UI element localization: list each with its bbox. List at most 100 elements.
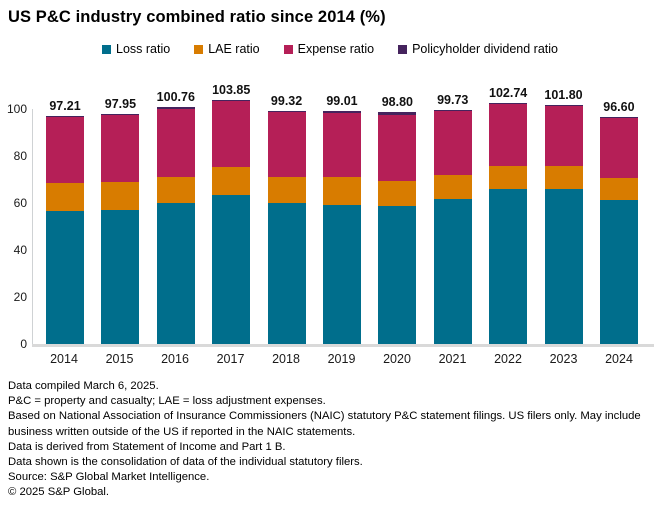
- bar-stack-2014: [46, 115, 84, 344]
- bar-segment-dividend-2014: [46, 115, 84, 118]
- x-axis-labels: 2014 2015 2016 2017 2018 2019 2020 2021 2022 2023…: [32, 352, 654, 366]
- bar-segment-expense-2024: [599, 118, 638, 179]
- bar-segment-expense-2019: [322, 112, 361, 177]
- bar-segment-lae-2014: [46, 182, 84, 211]
- bar-segment-lae-2021: [433, 175, 472, 199]
- bar-stack-2015: [101, 113, 140, 344]
- bar-segment-loss-2017: [212, 195, 251, 344]
- x-axis-line: [32, 344, 654, 347]
- legend-label-expense: Expense ratio: [297, 42, 375, 56]
- y-tick-label-80: 80: [13, 149, 27, 163]
- bar-value-label-2018: 99.32: [270, 93, 303, 108]
- chart-footnotes: Data compiled March 6, 2025. P&C = proper…: [8, 379, 652, 501]
- footnote-line-2: P&C = property and casualty; LAE = loss …: [8, 395, 326, 408]
- x-tick-label-2024: 2024: [605, 352, 633, 366]
- bar-segment-dividend-2020: [378, 111, 417, 116]
- legend-item-dividend: Policyholder dividend ratio: [398, 42, 558, 56]
- x-tick-label-2016: 2016: [161, 352, 189, 366]
- y-tick-label-40: 40: [13, 243, 27, 257]
- bar-column-2021: 99.73: [433, 92, 472, 344]
- plot-area: 97.21 97.95 100.76 103.85 99.32 99.01 98.80 99.…: [32, 83, 654, 344]
- bar-column-2024: 96.60: [599, 100, 638, 344]
- bar-segment-lae-2023: [544, 166, 583, 189]
- bar-segment-dividend-2022: [489, 102, 528, 104]
- legend-label-dividend: Policyholder dividend ratio: [412, 42, 558, 56]
- bar-segment-loss-2019: [322, 205, 361, 344]
- x-tick-label-2020: 2020: [383, 352, 411, 366]
- bar-column-2016: 100.76: [157, 90, 195, 344]
- bar-segment-loss-2022: [489, 189, 528, 344]
- legend-label-loss: Loss ratio: [116, 42, 171, 56]
- bar-segment-expense-2023: [544, 105, 583, 167]
- bar-segment-lae-2019: [322, 176, 361, 206]
- y-tick-label-20: 20: [13, 290, 27, 304]
- bar-segment-dividend-2019: [322, 111, 361, 113]
- bar-segment-dividend-2023: [544, 104, 583, 106]
- bar-value-label-2023: 101.80: [544, 87, 583, 102]
- bar-segment-lae-2016: [156, 176, 195, 203]
- y-axis: 0 20 40 60 80 100: [0, 102, 27, 351]
- bar-stack-2021: [433, 109, 472, 344]
- bar-stack-2024: [599, 117, 638, 344]
- footnote-line-5: Data shown is the consolidation of data …: [8, 456, 363, 469]
- bar-value-label-2020: 98.80: [381, 94, 413, 109]
- legend-swatch-icon-lae: [194, 44, 204, 54]
- bar-segment-dividend-2017: [212, 99, 251, 102]
- x-tick-label-2018: 2018: [272, 352, 300, 366]
- bar-segment-dividend-2024: [599, 117, 638, 119]
- bar-column-2018: 99.32: [267, 93, 306, 344]
- bar-segment-dividend-2021: [433, 109, 472, 112]
- x-tick-label-2023: 2023: [549, 352, 578, 366]
- legend-item-loss: Loss ratio: [102, 42, 170, 56]
- bar-column-2019: 99.01: [322, 94, 361, 344]
- bar-value-label-2021: 99.73: [437, 92, 469, 107]
- x-tick-label-2019: 2019: [327, 352, 356, 366]
- chart-legend: Loss ratio LAE ratio Expense ratio Policyho…: [0, 42, 660, 56]
- bar-segment-loss-2015: [101, 209, 140, 344]
- y-tick-label-60: 60: [13, 196, 27, 210]
- bar-value-label-2022: 102.74: [489, 85, 528, 100]
- bar-segment-expense-2020: [378, 115, 417, 181]
- y-tick-label-0: 0: [20, 337, 27, 351]
- bar-segment-loss-2024: [599, 199, 638, 344]
- bar-column-2020: 98.80: [378, 94, 417, 344]
- bar-value-label-2015: 97.95: [104, 96, 137, 111]
- bar-segment-loss-2021: [433, 198, 472, 344]
- chart-title: US P&C industry combined ratio since 201…: [8, 8, 386, 26]
- bar-stack-2022: [489, 102, 528, 344]
- x-tick-label-2021: 2021: [438, 352, 467, 366]
- bar-segment-expense-2017: [212, 101, 251, 167]
- bar-stack-2023: [544, 104, 583, 344]
- bar-segment-expense-2018: [267, 112, 306, 177]
- bar-value-label-2014: 97.21: [49, 98, 81, 113]
- footnote-line-1: Data compiled March 6, 2025.: [8, 380, 159, 392]
- footnote-line-6: Source: S&P Global Market Intelligence.: [8, 471, 210, 484]
- bar-column-2017: 103.85: [212, 83, 250, 344]
- footnote-line-7: © 2025 S&P Global.: [8, 486, 110, 499]
- bar-segment-expense-2022: [489, 103, 528, 167]
- bar-segment-expense-2016: [156, 108, 195, 177]
- bar-segment-lae-2022: [489, 166, 528, 190]
- legend-label-lae: LAE ratio: [208, 42, 260, 56]
- bar-segment-loss-2023: [544, 188, 583, 344]
- bar-stack-2018: [267, 110, 306, 344]
- bar-value-label-2019: 99.01: [326, 94, 358, 109]
- bar-segment-expense-2021: [433, 111, 472, 176]
- bar-column-2022: 102.74: [489, 86, 527, 344]
- bar-segment-loss-2018: [267, 202, 306, 344]
- bar-segment-expense-2015: [101, 115, 140, 183]
- legend-item-lae: LAE ratio: [194, 42, 260, 56]
- bar-segment-dividend-2015: [101, 113, 140, 116]
- bar-segment-expense-2014: [46, 117, 84, 183]
- bar-stack-2017: [212, 99, 251, 344]
- bar-segment-dividend-2018: [267, 110, 306, 113]
- bar-value-label-2024: 96.60: [603, 100, 635, 115]
- bar-value-label-2016: 100.76: [156, 90, 195, 105]
- bar-segment-dividend-2016: [156, 107, 195, 109]
- footnote-line-4: Data is derived from Statement of Income…: [8, 440, 286, 453]
- bar-segment-loss-2016: [156, 203, 195, 344]
- bar-column-2014: 97.21: [46, 99, 84, 344]
- bar-column-2023: 101.80: [544, 87, 583, 344]
- bar-stack-2016: [156, 107, 195, 344]
